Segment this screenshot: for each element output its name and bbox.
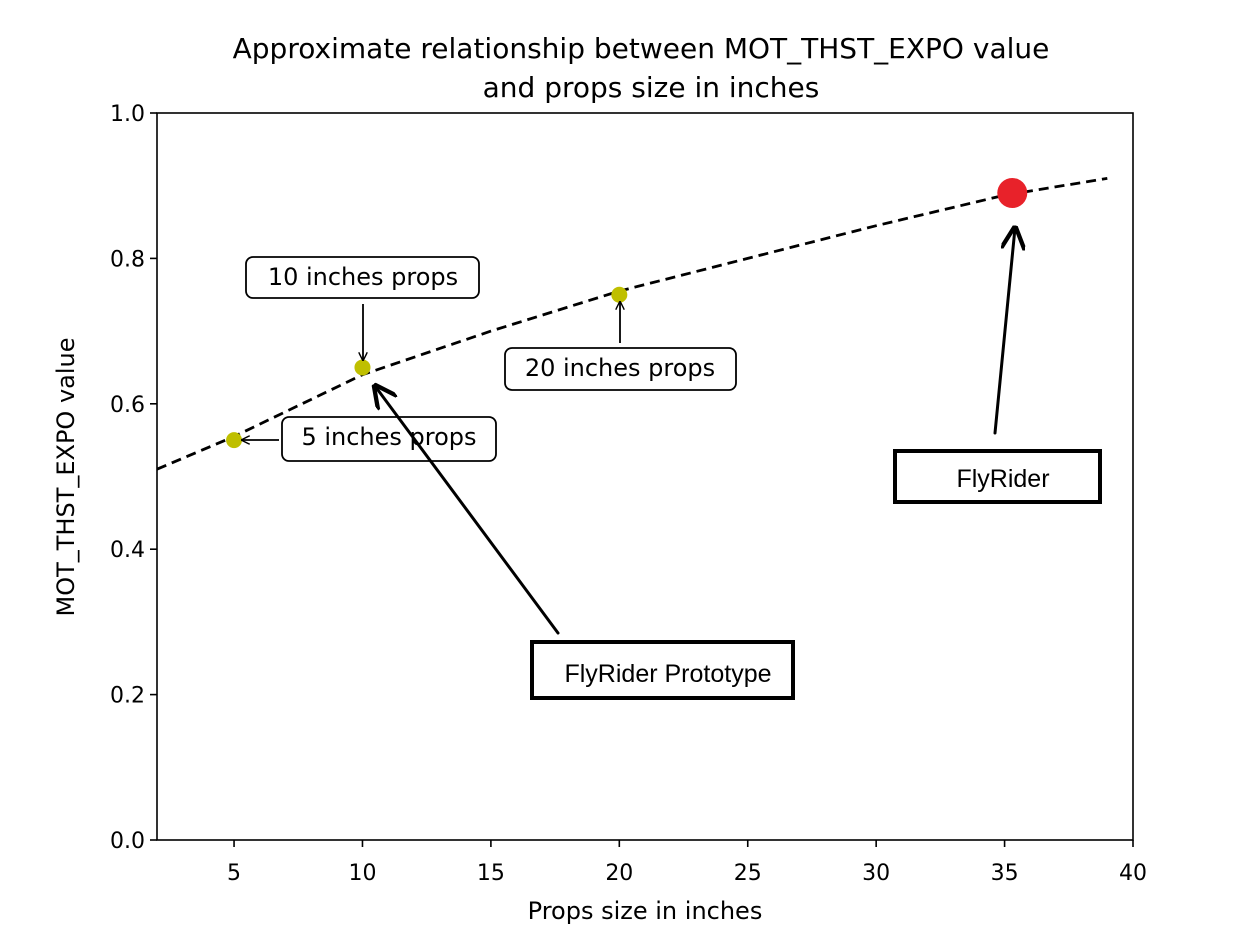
- y-tick-label: 0.2: [110, 684, 145, 709]
- callout-arrow: [993, 228, 1015, 435]
- x-tick-label: 25: [734, 861, 762, 886]
- data-point: [611, 286, 628, 303]
- callout-label: FlyRider: [956, 465, 1049, 493]
- data-point: [226, 432, 243, 449]
- chart-title-line-2: and props size in inches: [483, 71, 820, 104]
- x-tick-label: 20: [605, 861, 633, 886]
- x-tick-label: 30: [862, 861, 890, 886]
- callout-label: FlyRider Prototype: [564, 660, 771, 688]
- x-tick-label: 35: [991, 861, 1019, 886]
- plot-area-frame: [156, 112, 1134, 841]
- annotation-box: [281, 416, 497, 462]
- annotation-label: 5 inches props: [301, 423, 476, 451]
- x-axis-label: Props size in inches: [528, 897, 763, 925]
- x-tick-label: 5: [227, 861, 241, 886]
- annotation-box: [504, 347, 737, 391]
- annotation-label: 20 inches props: [525, 354, 715, 382]
- y-tick-label: 0.6: [110, 393, 145, 418]
- y-axis-label: MOT_THST_EXPO value: [52, 337, 80, 616]
- y-tick-label: 0.4: [110, 538, 145, 563]
- callout-box: [530, 640, 795, 700]
- callout-arrow: [375, 386, 560, 635]
- flyrider-point: [997, 177, 1028, 208]
- callout-box: [893, 449, 1102, 504]
- y-tick-label: 0.8: [110, 247, 145, 272]
- chart-title-line-1: Approximate relationship between MOT_THS…: [233, 32, 1050, 65]
- x-tick-label: 40: [1119, 861, 1147, 886]
- y-tick-label: 0.0: [110, 829, 145, 854]
- y-tick-label: 1.0: [110, 102, 145, 127]
- annotation-label: 10 inches props: [268, 263, 458, 291]
- annotation-box: [245, 256, 480, 299]
- x-tick-label: 10: [348, 861, 376, 886]
- x-tick-label: 15: [477, 861, 505, 886]
- data-point: [354, 359, 371, 376]
